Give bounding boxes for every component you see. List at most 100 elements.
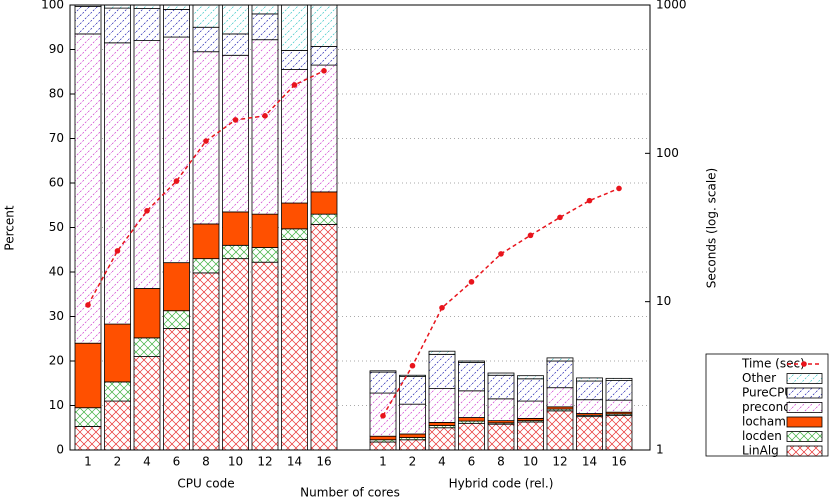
- x-tick-label: 14: [287, 455, 302, 469]
- y-tick-label: 30: [49, 309, 64, 323]
- y-axis-label: Percent: [3, 205, 17, 250]
- bar-segment: [281, 4, 308, 51]
- bar-segment: [369, 435, 397, 441]
- bar-segment: [428, 350, 456, 355]
- bar-segment: [74, 5, 102, 35]
- time-point: [232, 117, 239, 123]
- time-point: [468, 279, 475, 285]
- bar-segment: [222, 4, 249, 35]
- legend-label: Time (sec): [741, 357, 805, 371]
- bar-segment: [605, 414, 633, 451]
- y-tick-label: 10: [49, 398, 64, 412]
- group-label: CPU code: [177, 477, 234, 491]
- legend-label: PureCPU: [742, 386, 793, 400]
- bar-segment: [428, 422, 456, 426]
- x-tick-label: 10: [523, 455, 538, 469]
- bar-segment: [517, 421, 544, 451]
- bar-segment: [74, 426, 102, 451]
- x-tick-label: 6: [468, 455, 476, 469]
- bar-segment: [546, 387, 574, 408]
- y-tick-label: 40: [49, 265, 64, 279]
- bar-segment: [399, 376, 426, 405]
- legend-swatch: [786, 402, 823, 413]
- bar-segment: [74, 342, 102, 409]
- bar-segment: [517, 400, 544, 419]
- bar-segment: [251, 13, 279, 41]
- time-point: [439, 304, 445, 311]
- bar-segment: [74, 407, 102, 427]
- bar-segment: [428, 388, 456, 423]
- time-point: [616, 185, 622, 192]
- bar-segment: [605, 380, 633, 401]
- bar-segment: [605, 399, 633, 413]
- legend-swatch: [786, 373, 823, 384]
- bar-segment: [487, 398, 515, 422]
- y-tick-label: 60: [49, 176, 64, 190]
- legend-label: precond: [742, 400, 791, 414]
- legend-label: LinAlg: [742, 444, 779, 458]
- bar-segment: [192, 223, 220, 260]
- time-point: [262, 113, 268, 119]
- bar-segment: [487, 374, 515, 400]
- bar-segment: [133, 356, 161, 451]
- bar-segment: [458, 361, 485, 392]
- time-point: [527, 232, 534, 239]
- bar-segment: [487, 372, 515, 376]
- bar-segment: [192, 51, 220, 225]
- y-tick-label: 80: [49, 87, 64, 101]
- time-point: [173, 178, 180, 184]
- bar-segment: [163, 328, 190, 451]
- bar-segment: [222, 244, 249, 260]
- bar-segment: [163, 310, 190, 329]
- legend-label: locden: [742, 429, 782, 443]
- time-point: [557, 214, 563, 221]
- y2-axis-label: Seconds (log. scale): [705, 168, 719, 288]
- bar-segment: [104, 323, 131, 383]
- bar-segment: [576, 399, 603, 414]
- y2-tick-label: 10: [656, 294, 671, 308]
- bar-segment: [104, 381, 131, 402]
- bar-segment: [222, 211, 249, 246]
- bar-segment: [546, 360, 574, 389]
- legend-label: locham: [742, 415, 786, 429]
- legend-swatch: [786, 445, 823, 457]
- bar-segment: [428, 427, 456, 451]
- y-tick-label: 100: [41, 0, 64, 12]
- bar-segment: [458, 360, 485, 363]
- bar-segment: [133, 337, 161, 357]
- bar-segment: [281, 69, 308, 204]
- bar-segment: [546, 410, 574, 451]
- bar-segment: [133, 8, 161, 42]
- time-point: [85, 302, 91, 308]
- bar-segment: [104, 400, 131, 451]
- bar-segment: [399, 433, 426, 438]
- y-tick-label: 70: [49, 131, 64, 145]
- time-point: [409, 362, 416, 369]
- bar-segment: [163, 36, 190, 264]
- x-tick-label: 6: [173, 455, 181, 469]
- bar-segment: [605, 377, 633, 381]
- bar-segment: [74, 33, 102, 344]
- y2-tick-label: 1000: [656, 0, 687, 12]
- bar-segment: [104, 42, 131, 325]
- time-point: [380, 413, 386, 419]
- y2-tick-label: 100: [656, 146, 679, 160]
- bar-segment: [458, 390, 485, 418]
- y-tick-label: 0: [56, 443, 64, 457]
- x-tick-label: 4: [143, 455, 151, 469]
- x-tick-label: 12: [552, 455, 567, 469]
- bar-segment: [369, 371, 397, 394]
- legend-swatch: [786, 416, 823, 428]
- y-tick-label: 50: [49, 220, 64, 234]
- bar-segment: [222, 33, 249, 56]
- plot-frame: [69, 4, 651, 451]
- time-point: [498, 251, 504, 257]
- bar-segment: [192, 4, 220, 28]
- time-point: [586, 197, 593, 204]
- bar-segment: [251, 39, 279, 215]
- y-tick-label: 20: [49, 354, 64, 368]
- group-label: Hybrid code (rel.): [449, 477, 554, 491]
- x-tick-label: 10: [228, 455, 243, 469]
- bar-segment: [369, 370, 397, 373]
